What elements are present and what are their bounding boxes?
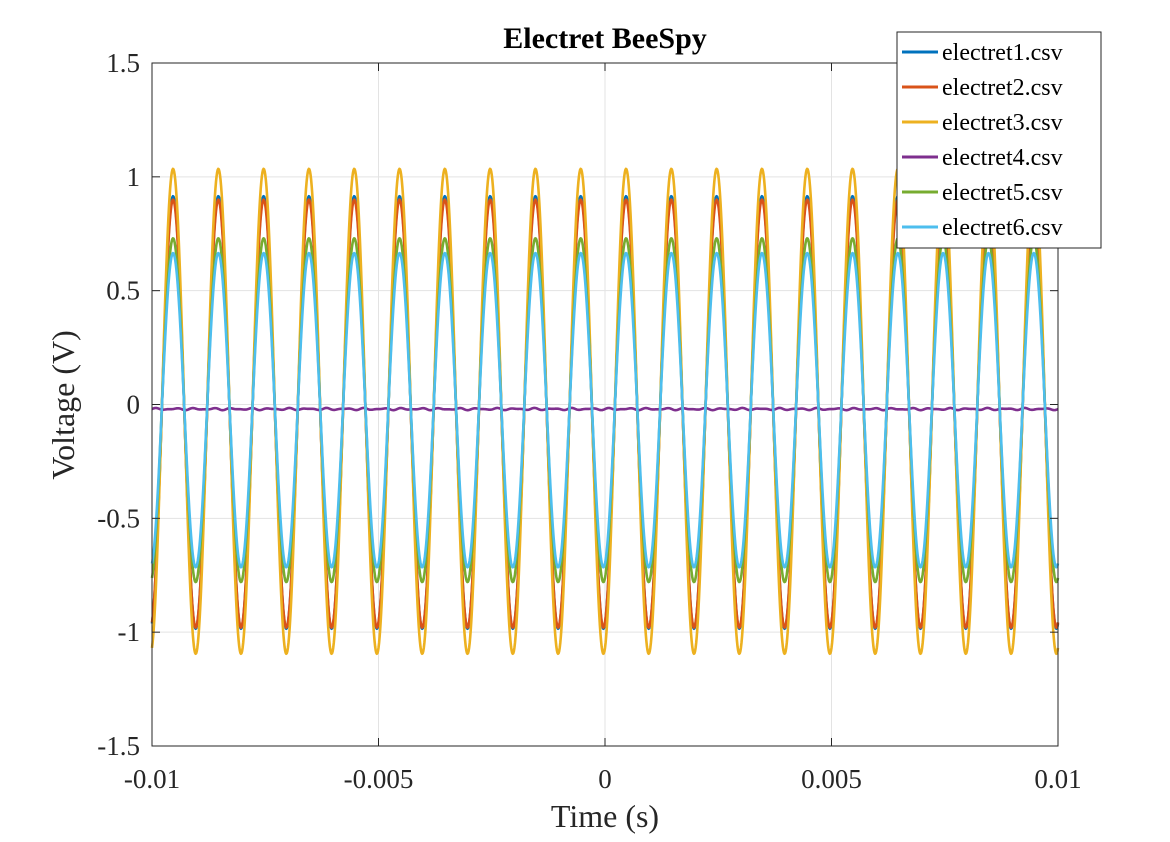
y-axis-label: Voltage (V)	[45, 330, 81, 480]
series-line-4	[151, 406, 1059, 412]
legend-box	[896, 31, 1102, 249]
y-tick-label: 0	[127, 390, 141, 420]
axis-ticks: -0.01 -0.005 0 0.005 0.01 -1.5 -1 -0.5 0 0.5 1 1.5	[97, 48, 1081, 794]
legend-label: electret4.csv	[942, 145, 1063, 171]
x-tick-label: -0.01	[124, 764, 180, 794]
legend-label: electret2.csv	[942, 75, 1063, 101]
x-tick-label: 0.01	[1034, 764, 1081, 794]
y-tick-label: 0.5	[106, 276, 140, 306]
x-tick-label: 0.005	[801, 764, 862, 794]
series-lines	[150, 167, 1060, 656]
legend-label: electret6.csv	[942, 215, 1063, 241]
y-tick-label: 1.5	[106, 48, 140, 78]
chart-title: Electret BeeSpy	[503, 22, 707, 55]
x-tick-label: -0.005	[344, 764, 414, 794]
legend-label: electret1.csv	[942, 40, 1063, 66]
y-tick-label: 1	[127, 162, 141, 192]
legend: electret1.csv electret2.csv electret3.csv e…	[896, 31, 1102, 249]
y-tick-label: -1	[118, 617, 141, 647]
series-line-6	[150, 251, 1060, 569]
legend-label: electret5.csv	[942, 180, 1063, 206]
y-tick-label: -0.5	[97, 503, 140, 533]
legend-label: electret3.csv	[942, 110, 1063, 136]
x-axis-label: Time (s)	[551, 798, 659, 834]
x-tick-label: 0	[598, 764, 612, 794]
y-tick-label: -1.5	[97, 731, 140, 761]
